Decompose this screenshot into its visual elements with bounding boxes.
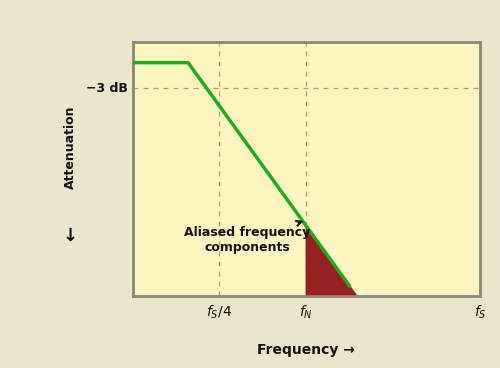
Text: −3 dB: −3 dB [86, 82, 128, 95]
Text: Attenuation: Attenuation [64, 106, 76, 189]
Text: $f_S/4$: $f_S/4$ [206, 304, 233, 321]
Text: Aliased frequency
components: Aliased frequency components [184, 221, 310, 254]
Polygon shape [306, 226, 357, 296]
Text: $f_S$: $f_S$ [474, 304, 486, 321]
Text: ↓: ↓ [62, 227, 78, 244]
Text: Frequency →: Frequency → [258, 343, 355, 357]
Text: $f_N$: $f_N$ [300, 304, 313, 321]
